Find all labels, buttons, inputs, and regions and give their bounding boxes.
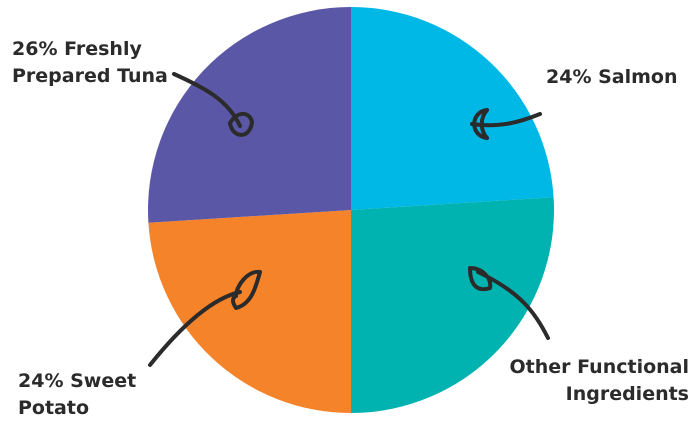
arrow-sweet xyxy=(148,269,262,367)
arrow-salmon xyxy=(470,108,542,140)
pie-slices xyxy=(147,7,555,413)
slice-label-tuna: 26% Freshly Prepared Tuna xyxy=(12,38,168,87)
pie-slice-salmon xyxy=(351,7,554,210)
arrow-tuna xyxy=(172,72,254,137)
slice-label-other-ingredients: Other Functional Ingredients xyxy=(509,356,690,405)
annotation-arrows xyxy=(148,72,550,367)
pie-slice-other-ingredients xyxy=(351,197,555,413)
slice-label-salmon: 24% Salmon xyxy=(546,66,678,88)
arrow-other xyxy=(468,266,550,340)
slice-label-sweet-potato: 24% Sweet Potato xyxy=(18,370,137,419)
pie-slice-sweet-potato xyxy=(148,210,351,413)
